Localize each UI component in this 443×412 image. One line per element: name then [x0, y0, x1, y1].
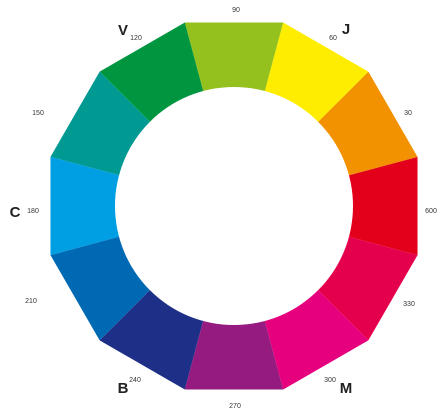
- label-60: 60: [329, 35, 337, 42]
- segment-150: [50, 71, 151, 176]
- label-210: 210: [25, 298, 37, 305]
- segment-120: [99, 22, 204, 123]
- letter-m: M: [340, 380, 353, 397]
- wheel-segments: [50, 22, 418, 390]
- label-300: 300: [324, 377, 336, 384]
- label-150: 150: [32, 110, 44, 117]
- letter-b: B: [118, 380, 129, 397]
- label-180: 180: [27, 208, 39, 215]
- segment-60: [264, 22, 369, 123]
- letter-j: J: [342, 21, 350, 38]
- wheel-center: [115, 87, 353, 325]
- label-270: 270: [229, 403, 241, 410]
- letter-c: C: [10, 204, 21, 221]
- segment-180: [50, 156, 121, 256]
- segment-330: [317, 236, 418, 341]
- label-330: 330: [403, 301, 415, 308]
- segment-210: [50, 236, 151, 341]
- label-240: 240: [129, 377, 141, 384]
- label-90: 90: [232, 7, 240, 14]
- label-0: 600: [425, 208, 437, 215]
- segment-270: [184, 319, 284, 390]
- segment-30: [317, 71, 418, 176]
- label-30: 30: [404, 110, 412, 117]
- segment-90: [184, 22, 284, 93]
- segment-0: [347, 156, 418, 256]
- label-120: 120: [130, 35, 142, 42]
- segment-300: [264, 289, 369, 390]
- letter-v: V: [118, 22, 128, 39]
- segment-240: [99, 289, 204, 390]
